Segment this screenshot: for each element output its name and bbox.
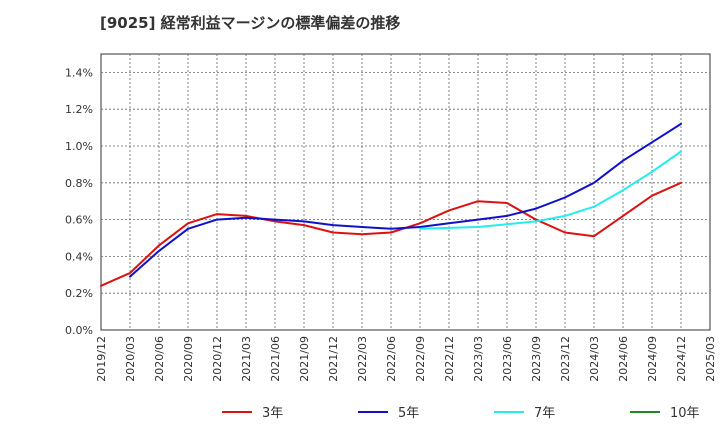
x-tick-label: 2024/12 — [675, 336, 688, 382]
legend-label: 10年 — [670, 406, 700, 421]
series-line — [100, 181, 682, 287]
series-line — [419, 150, 682, 230]
x-tick-label: 2023/12 — [559, 336, 572, 382]
x-tick-label: 2019/12 — [95, 336, 108, 382]
legend-label: 5年 — [398, 406, 419, 421]
plot-area — [100, 53, 711, 331]
x-tick-label: 2023/03 — [472, 336, 485, 382]
legend: 3年 5年 7年 10年 — [222, 406, 700, 421]
grid-lines — [101, 54, 710, 330]
x-tick-label: 2023/09 — [530, 336, 543, 382]
x-tick-label: 2023/06 — [501, 336, 514, 382]
x-tick-label: 2021/06 — [269, 336, 282, 382]
legend-label: 3年 — [262, 406, 283, 421]
x-tick-label: 2025/03 — [704, 336, 717, 382]
axis-labels: 0.0% 0.2% 0.4% 0.6% 0.8% 1.0% 1.2% 1.4% 2019/12 2… — [65, 66, 717, 381]
x-tick-label: 2021/03 — [240, 336, 253, 382]
y-tick-label: 1.4% — [65, 66, 93, 79]
x-tick-label: 2020/12 — [211, 336, 224, 382]
y-tick-label: 0.4% — [65, 250, 93, 263]
series-line — [129, 122, 682, 278]
x-tick-label: 2024/06 — [617, 336, 630, 382]
x-tick-label: 2024/03 — [588, 336, 601, 382]
y-tick-label: 0.8% — [65, 177, 93, 190]
y-tick-label: 0.0% — [65, 324, 93, 337]
x-tick-label: 2022/12 — [443, 336, 456, 382]
x-tick-label: 2020/03 — [124, 336, 137, 382]
x-tick-label: 2024/09 — [646, 336, 659, 382]
x-tick-label: 2020/06 — [153, 336, 166, 382]
x-tick-label: 2022/03 — [356, 336, 369, 382]
legend-label: 7年 — [534, 406, 555, 421]
x-tick-label: 2022/09 — [414, 336, 427, 382]
y-tick-label: 0.6% — [65, 214, 93, 227]
chart-title: [9025] 経常利益マージンの標準偏差の推移 — [100, 14, 401, 32]
y-tick-label: 1.2% — [65, 103, 93, 116]
series-lines — [100, 122, 682, 287]
y-tick-label: 1.0% — [65, 140, 93, 153]
y-tick-label: 0.2% — [65, 287, 93, 300]
x-tick-label: 2021/12 — [327, 336, 340, 382]
x-tick-label: 2021/09 — [298, 336, 311, 382]
x-tick-label: 2020/09 — [182, 336, 195, 382]
x-tick-label: 2022/06 — [385, 336, 398, 382]
